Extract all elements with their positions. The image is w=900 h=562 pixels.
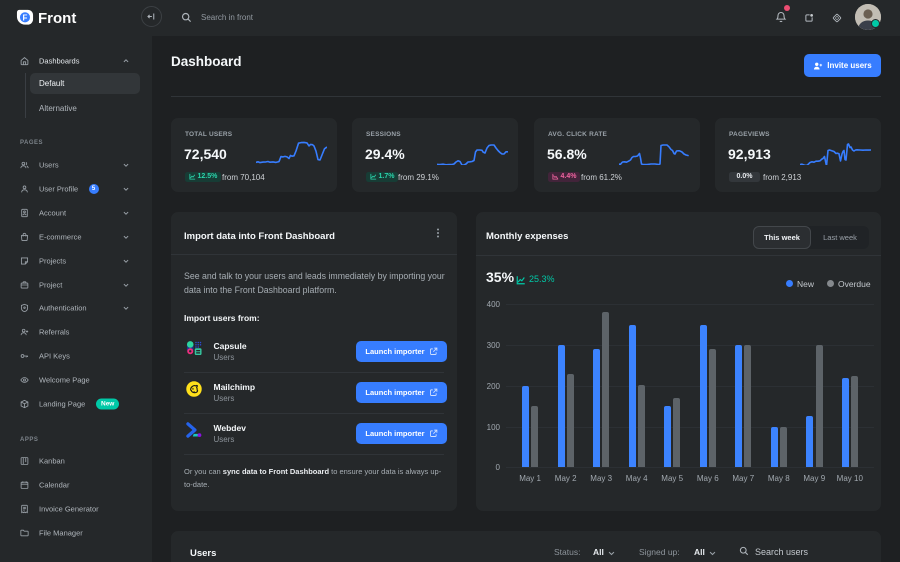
svg-text:F: F: [23, 13, 28, 22]
